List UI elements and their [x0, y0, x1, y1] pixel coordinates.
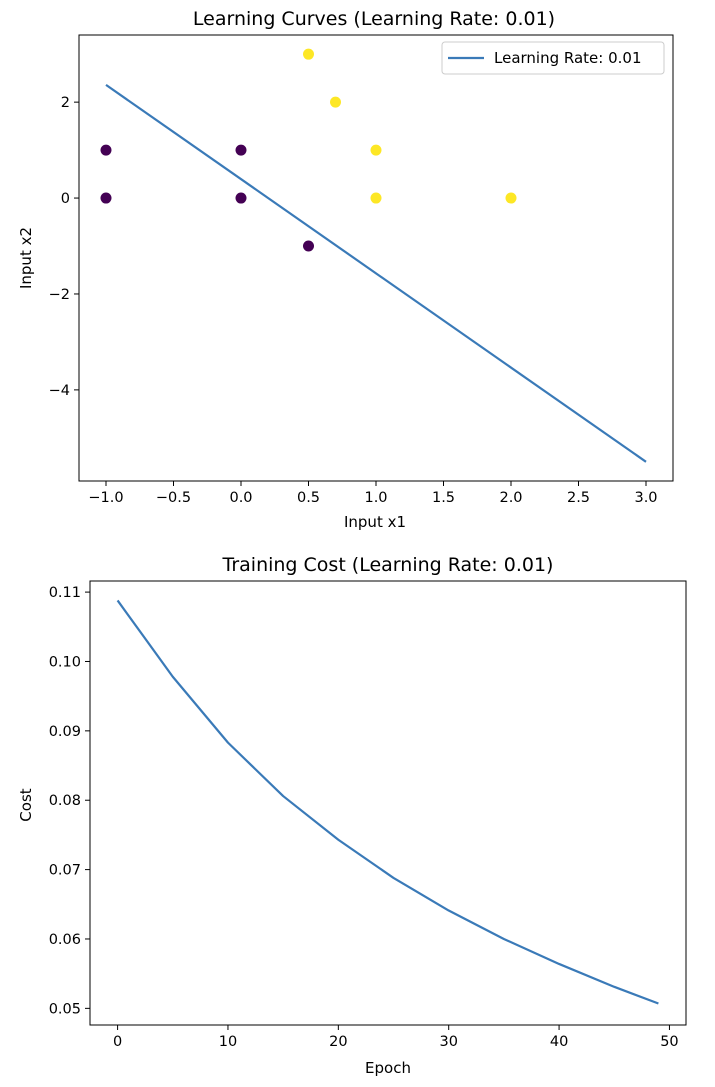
chart2-x-ticks: 0 10 20 30 40 50 — [113, 1025, 679, 1050]
chart1-title: Learning Curves (Learning Rate: 0.01) — [193, 8, 555, 30]
c1-xtick-label: 2.5 — [567, 490, 590, 506]
legend-entry: Learning Rate: 0.01 — [494, 49, 642, 67]
c1-series-line-0 — [105, 83, 647, 463]
c1-xtick-label: −0.5 — [156, 490, 191, 506]
chart2-title: Training Cost (Learning Rate: 0.01) — [222, 554, 554, 576]
chart-learning-curves: Learning Curves (Learning Rate: 0.01) −1… — [17, 8, 674, 531]
c1-ytick-label: −2 — [49, 287, 70, 303]
chart1-xlabel: Input x1 — [344, 513, 406, 531]
scatter-point — [330, 96, 341, 108]
c2-ytick-label: 0.06 — [49, 932, 81, 948]
c2-xtick-label: 0 — [113, 1034, 122, 1050]
c2-ytick-label: 0.09 — [49, 724, 81, 740]
scatter-point — [100, 192, 112, 204]
chart1-points — [100, 48, 517, 252]
chart2-frame — [89, 580, 687, 1026]
chart1-plot-area — [79, 35, 673, 481]
c2-xtick-label: 10 — [219, 1034, 237, 1050]
c1-ytick-label: −4 — [49, 383, 70, 399]
c2-ytick-label: 0.08 — [49, 793, 81, 809]
chart1-frame — [78, 34, 674, 482]
scatter-point — [370, 192, 382, 204]
chart2-y-ticks: 0.05 0.06 0.07 0.08 0.09 0.10 0.11 — [49, 585, 90, 1017]
scatter-point — [505, 192, 517, 204]
c2-xtick-label: 50 — [660, 1034, 678, 1050]
scatter-point — [303, 48, 314, 60]
c2-xtick-label: 30 — [439, 1034, 457, 1050]
c1-xtick-label: 1.0 — [364, 490, 387, 506]
c2-ytick-label: 0.10 — [49, 654, 81, 670]
chart1-x-ticks: −1.0 −0.5 0.0 0.5 1.0 1.5 2.0 2.5 3.0 — [88, 481, 658, 506]
scatter-point — [235, 192, 247, 204]
scatter-point — [100, 144, 112, 156]
c1-xtick-label: 0.5 — [297, 490, 320, 506]
c2-ytick-label: 0.11 — [49, 585, 81, 601]
c2-ytick-label: 0.07 — [49, 863, 81, 879]
c2-xtick-label: 20 — [329, 1034, 347, 1050]
scatter-point — [303, 240, 314, 252]
chart2-plot-area — [90, 581, 686, 1025]
c1-ytick-label: 2 — [61, 95, 70, 111]
chart1-series — [105, 83, 647, 463]
c2-xtick-label: 40 — [550, 1034, 568, 1050]
chart2-xlabel: Epoch — [365, 1059, 411, 1077]
chart-training-cost: Training Cost (Learning Rate: 0.01) 0 10 2… — [17, 554, 687, 1077]
c1-ytick-label: 0 — [61, 191, 70, 207]
chart1-y-ticks: −4 −2 0 2 — [49, 95, 79, 399]
c2-series-line-0 — [116, 599, 659, 1005]
c1-xtick-label: 2.0 — [499, 490, 522, 506]
chart2-series — [116, 599, 659, 1005]
c1-xtick-label: 3.0 — [634, 490, 657, 506]
chart1-legend: Learning Rate: 0.01 — [441, 41, 665, 75]
c1-xtick-label: −1.0 — [88, 490, 123, 506]
scatter-point — [235, 144, 247, 156]
c1-xtick-label: 0.0 — [229, 490, 252, 506]
chart2-ylabel: Cost — [17, 788, 35, 821]
scatter-point — [370, 144, 382, 156]
c2-ytick-label: 0.05 — [49, 1001, 81, 1017]
legend-box — [441, 41, 665, 75]
chart1-ylabel: Input x2 — [17, 227, 35, 289]
c1-xtick-label: 1.5 — [432, 490, 455, 506]
